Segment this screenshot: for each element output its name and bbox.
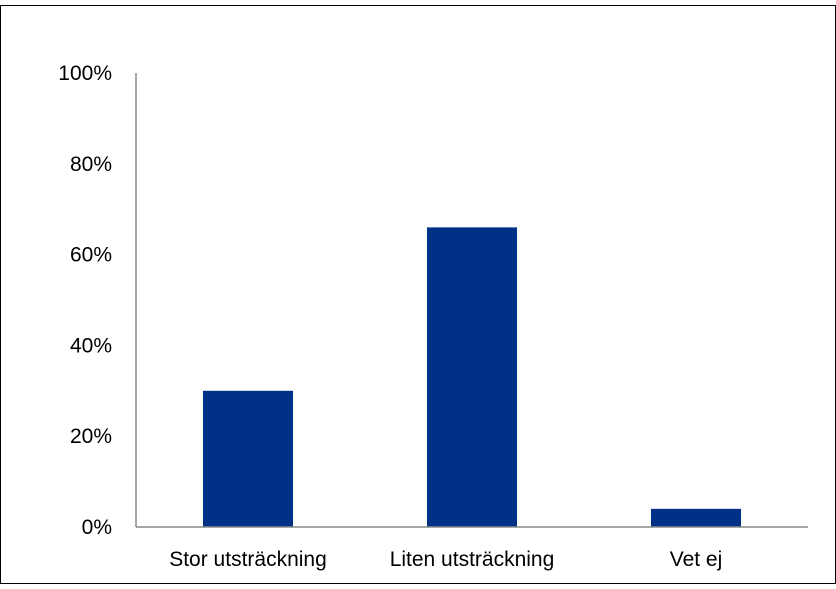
bar-series [203, 227, 741, 528]
bar [427, 227, 517, 528]
y-axis: 0% 20% 40% 60% 80% 100% [58, 62, 112, 539]
y-tick-label: 0% [82, 516, 112, 539]
y-tick-label: 100% [58, 62, 112, 85]
bar [203, 390, 293, 527]
bar [651, 508, 741, 527]
y-tick-label: 60% [70, 244, 112, 267]
x-axis: Stor utsträckning Liten utsträckning Vet e… [169, 548, 722, 571]
chart-border [0, 5, 836, 584]
y-tick-label: 40% [70, 334, 112, 357]
y-tick-label: 80% [70, 153, 112, 176]
x-category-label: Stor utsträckning [169, 548, 327, 571]
y-tick-label: 20% [70, 425, 112, 448]
x-category-label: Vet ej [670, 548, 723, 571]
x-category-label: Liten utsträckning [390, 548, 555, 571]
